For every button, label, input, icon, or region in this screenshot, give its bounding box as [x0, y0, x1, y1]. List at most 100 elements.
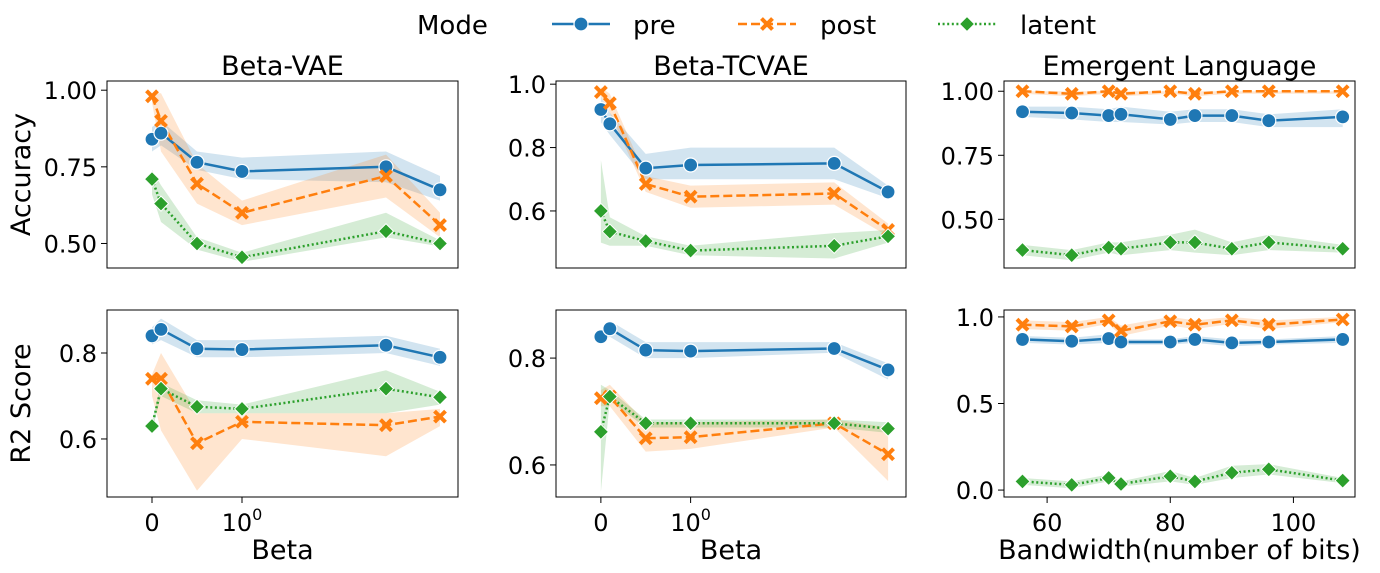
point-latent-0 — [1014, 473, 1031, 490]
y-axis-label: R2 Score — [6, 343, 37, 463]
point-post-4 — [1163, 84, 1178, 99]
y-tick-label: 0.0 — [956, 477, 994, 505]
plot-area — [143, 318, 449, 491]
point-pre-4 — [1162, 334, 1178, 350]
point-pre-3 — [1113, 106, 1129, 122]
point-pre-6 — [1224, 107, 1240, 124]
line-latent — [150, 386, 441, 427]
point-latent-7 — [1260, 461, 1277, 478]
x-tick-label: 0 — [593, 509, 608, 537]
point-post-0 — [145, 89, 159, 104]
point-post-4 — [827, 186, 842, 201]
line-latent — [1022, 241, 1343, 257]
point-post-2 — [190, 436, 204, 451]
x-axis-label: Beta — [700, 535, 762, 566]
point-post-4 — [379, 169, 393, 183]
plot-area — [592, 320, 897, 492]
chart-panel-tc-acc: 0.6 0.8 1.0 Beta-TCVAE — [508, 51, 907, 269]
point-post-5 — [433, 409, 447, 424]
y-tick-label: 0.50 — [44, 230, 97, 258]
point-post-8 — [1335, 84, 1350, 99]
point-post-1 — [154, 113, 168, 128]
point-pre-5 — [1187, 107, 1203, 124]
point-post-3 — [1114, 86, 1128, 101]
point-post-7 — [1261, 84, 1276, 99]
point-latent-4 — [1162, 468, 1179, 485]
point-latent-1 — [152, 380, 170, 397]
legend-label-post: post — [820, 11, 876, 41]
y-tick-label: 1.0 — [956, 304, 994, 332]
point-post-2 — [190, 176, 204, 191]
point-post-3 — [683, 189, 698, 204]
point-post-2 — [638, 431, 653, 446]
point-pre-3 — [234, 163, 250, 180]
legend-title: Mode — [417, 11, 488, 41]
legend-entry-pre: pre — [552, 11, 676, 41]
x-tick-label: 100 — [1271, 509, 1317, 537]
point-post-7 — [1261, 317, 1276, 332]
point-latent-3 — [1112, 475, 1130, 493]
point-latent-5 — [1186, 473, 1204, 490]
point-post-3 — [683, 430, 698, 445]
point-pre-2 — [638, 160, 654, 176]
x-tick-label: 0 — [144, 509, 159, 537]
axes-frame — [106, 309, 459, 498]
point-pre-5 — [432, 349, 448, 365]
point-latent-3 — [1112, 240, 1130, 257]
chart-panel-vae-acc: 0.50 0.75 1.00 Beta-VAE Accuracy — [6, 51, 459, 269]
point-post-5 — [881, 447, 895, 462]
point-post-5 — [1187, 317, 1202, 332]
point-post-0 — [1015, 84, 1030, 99]
panel-title: Beta-VAE — [221, 51, 344, 82]
y-tick-label: 0.6 — [59, 426, 97, 454]
point-post-1 — [1064, 86, 1079, 101]
point-post-4 — [379, 418, 393, 433]
y-tick-label: 0.8 — [508, 135, 546, 163]
point-latent-0 — [1014, 241, 1031, 259]
point-pre-1 — [153, 321, 169, 337]
point-post-6 — [1224, 313, 1239, 328]
point-pre-5 — [880, 362, 896, 378]
point-pre-1 — [1064, 105, 1080, 121]
x-tick-label: 60 — [1032, 509, 1063, 537]
panel-title: Beta-TCVAE — [653, 51, 809, 82]
x-tick-label: 100 — [670, 505, 711, 537]
line-latent — [150, 178, 441, 259]
plot-area — [143, 89, 449, 266]
point-latent-5 — [1186, 234, 1204, 251]
legend-label-pre: pre — [633, 11, 676, 41]
legend-label-latent: latent — [1020, 11, 1096, 41]
point-pre-3 — [234, 341, 250, 358]
point-latent-6 — [1223, 464, 1241, 481]
point-post-3 — [235, 414, 249, 429]
plot-area — [592, 85, 897, 259]
band-post — [152, 353, 440, 491]
point-latent-3 — [233, 249, 251, 266]
point-pre-0 — [1014, 331, 1031, 348]
point-latent-2 — [637, 232, 654, 250]
legend-marker-post — [760, 17, 774, 31]
point-latent-1 — [601, 388, 619, 405]
point-post-6 — [1224, 84, 1239, 99]
x-tick-label: 80 — [1155, 509, 1186, 537]
point-pre-8 — [1335, 109, 1351, 125]
point-pre-1 — [602, 321, 618, 337]
point-latent-1 — [1063, 476, 1080, 494]
y-tick-label: 0.50 — [941, 206, 994, 234]
x-tick-label: 100 — [222, 505, 263, 537]
point-latent-0 — [143, 170, 161, 188]
y-tick-label: 0.6 — [508, 452, 546, 480]
line-post — [599, 91, 889, 232]
point-latent-5 — [879, 228, 897, 245]
y-tick-label: 0.8 — [508, 345, 546, 373]
point-pre-5 — [1187, 331, 1203, 348]
point-latent-1 — [601, 223, 619, 240]
point-post-0 — [593, 85, 608, 100]
band-latent — [152, 169, 440, 262]
band-pre — [600, 96, 889, 199]
point-pre-4 — [1162, 111, 1178, 128]
point-post-4 — [1163, 314, 1178, 329]
y-tick-label: 0.6 — [508, 198, 546, 226]
